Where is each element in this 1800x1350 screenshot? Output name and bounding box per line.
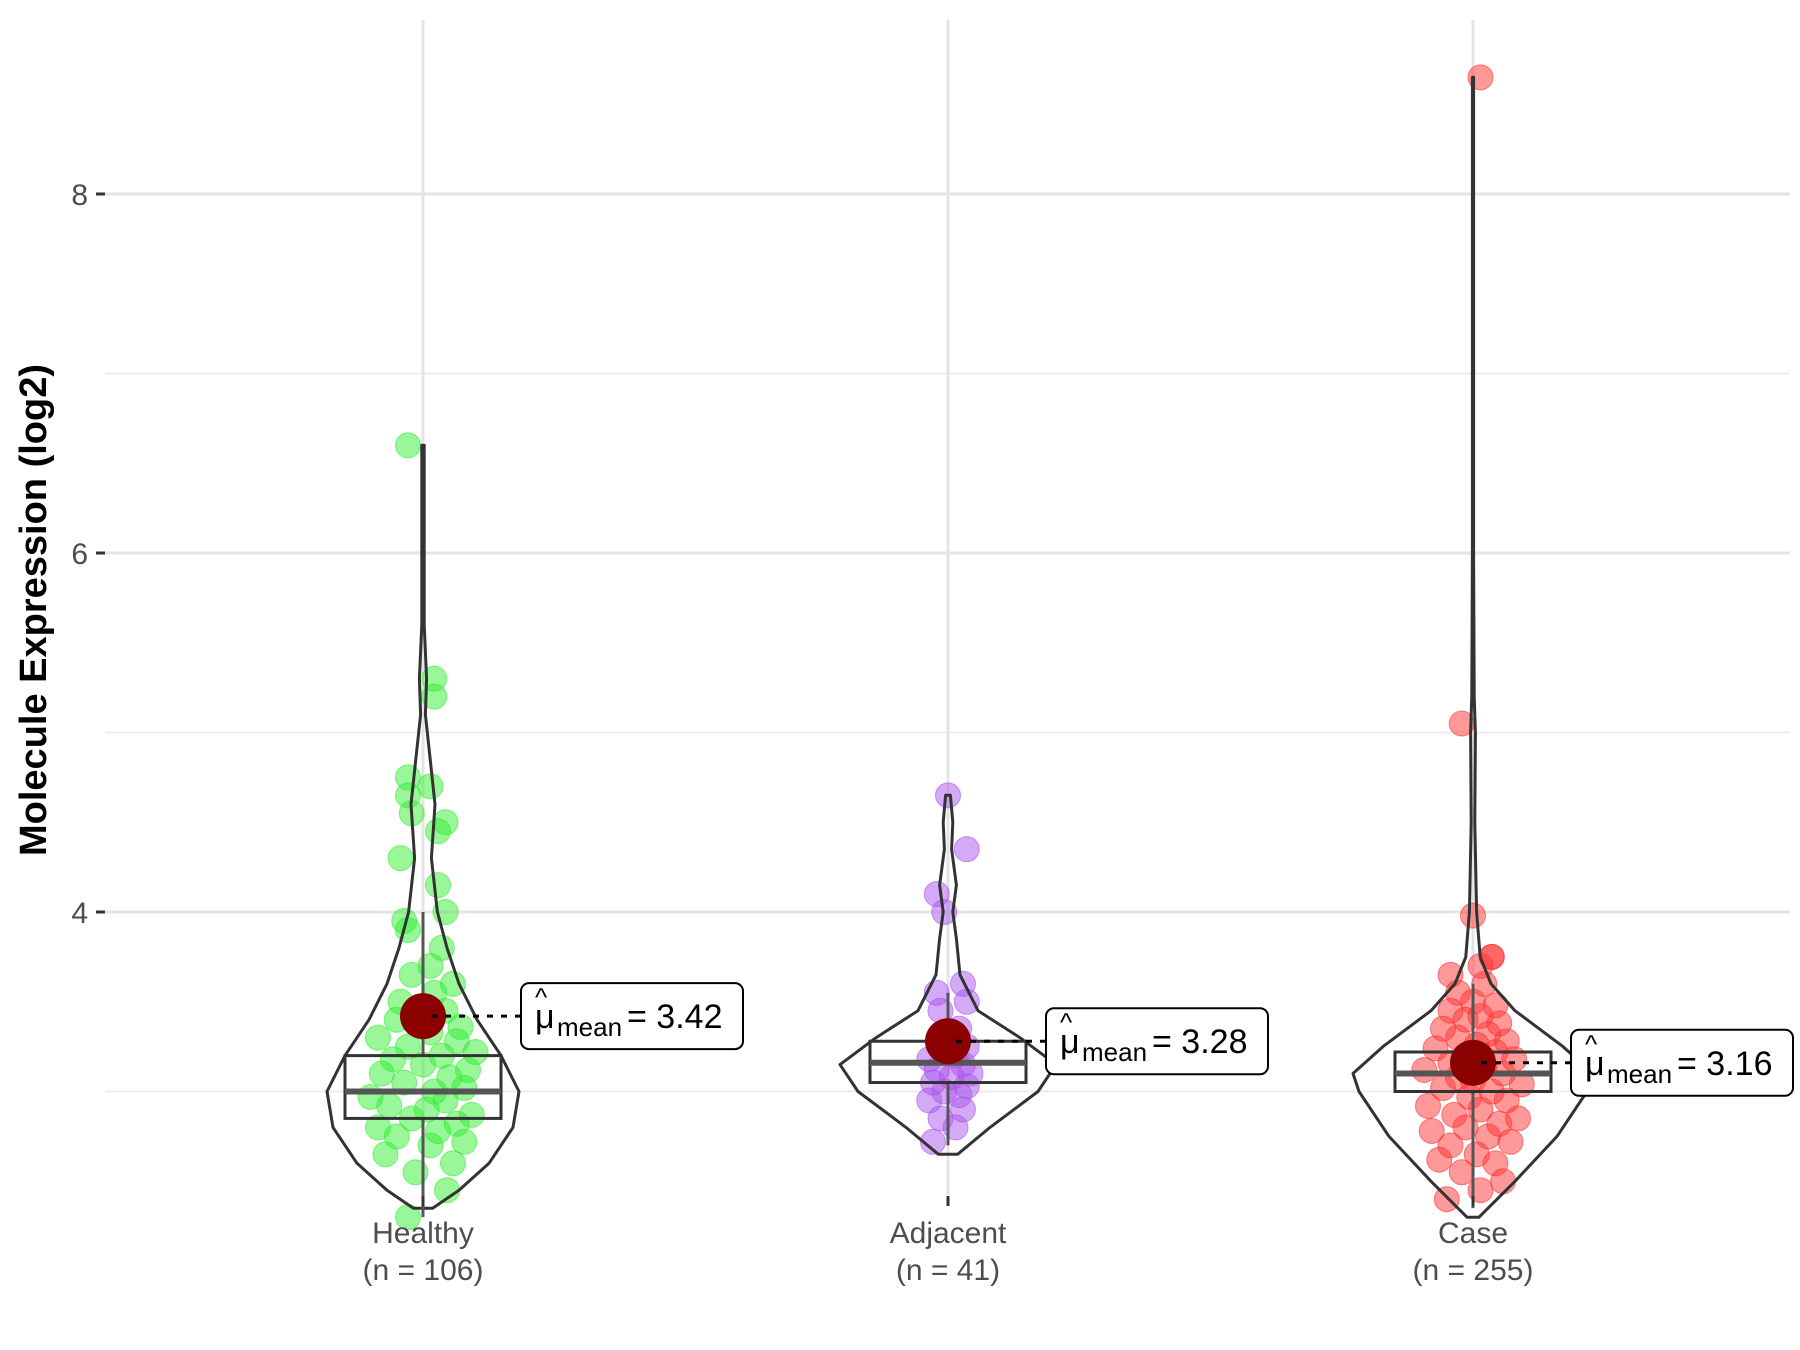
y-tick-label: 8: [71, 179, 88, 212]
mean-label-value: = 3.16: [1677, 1045, 1772, 1083]
mean-label-sub: mean: [1607, 1059, 1672, 1089]
mean-label-hat: ^: [1585, 1029, 1598, 1059]
data-point: [425, 872, 451, 899]
data-point: [365, 1024, 391, 1051]
data-point: [953, 836, 980, 863]
data-point: [417, 773, 444, 800]
mean-label-sub: mean: [557, 1012, 622, 1042]
box: [343, 1054, 503, 1120]
points-adjacent: [916, 782, 984, 1155]
mean-point: [925, 1018, 971, 1065]
group-adjacent: ^μ mean = 3.28: [838, 782, 1269, 1156]
data-point: [432, 809, 459, 836]
data-point: [1437, 1132, 1464, 1159]
mean-point: [400, 993, 446, 1040]
x-axis: Healthy (n = 106) Adjacent (n = 41) Case (n =…: [363, 1196, 1534, 1287]
mean-label-value: = 3.28: [1152, 1023, 1247, 1061]
groups: ^μ mean = 3.42 ^μ mean = 3.28 ^μ mean = 3.16: [325, 64, 1794, 1231]
data-point: [365, 1114, 391, 1141]
data-point: [395, 764, 421, 791]
mean-label-hat: ^: [1060, 1007, 1073, 1037]
group-case: ^μ mean = 3.16: [1351, 64, 1794, 1219]
x-tick-label: Adjacent: [890, 1217, 1007, 1250]
x-tick-sample-size: (n = 106): [363, 1254, 484, 1287]
y-tick-label: 4: [71, 897, 88, 930]
data-point: [1415, 1092, 1441, 1119]
data-point: [440, 1150, 466, 1177]
violin-outline: [838, 793, 1058, 1156]
data-point: [395, 1033, 421, 1060]
mean-label-symbol: μ: [1585, 1045, 1605, 1083]
mean-label-value: = 3.42: [627, 998, 722, 1036]
x-tick-label: Case: [1438, 1217, 1508, 1250]
y-axis: 4 6 8: [71, 179, 105, 930]
mean-label-sub: mean: [1082, 1037, 1147, 1067]
data-point: [1441, 1101, 1468, 1128]
violin-outline: [1351, 75, 1595, 1219]
data-point: [1460, 902, 1486, 929]
data-point: [387, 845, 414, 872]
mean-label-hat: ^: [535, 982, 548, 1012]
mean-label-box: [520, 982, 744, 1051]
data-point: [1411, 1056, 1438, 1083]
x-tick-label: Healthy: [372, 1217, 474, 1250]
data-point: [440, 970, 466, 997]
x-tick-sample-size: (n = 255): [1413, 1254, 1534, 1287]
data-point: [458, 1101, 485, 1128]
mean-label-symbol: μ: [1060, 1023, 1080, 1061]
mean-label-box: [1570, 1028, 1794, 1097]
data-point: [447, 1013, 474, 1040]
data-point: [920, 1128, 946, 1155]
data-point: [421, 665, 448, 692]
data-point: [1433, 1186, 1460, 1213]
y-tick-label: 6: [71, 538, 88, 571]
mean-label-symbol: μ: [535, 998, 555, 1036]
data-point: [1418, 1117, 1445, 1144]
data-point: [395, 432, 421, 459]
x-tick-sample-size: (n = 41): [896, 1254, 1000, 1287]
y-axis-title: Molecule Expression (log2): [13, 364, 55, 856]
data-point: [923, 881, 950, 908]
mean-point: [1450, 1039, 1496, 1086]
data-point: [357, 1083, 384, 1110]
mean-label-box: [1045, 1007, 1269, 1076]
